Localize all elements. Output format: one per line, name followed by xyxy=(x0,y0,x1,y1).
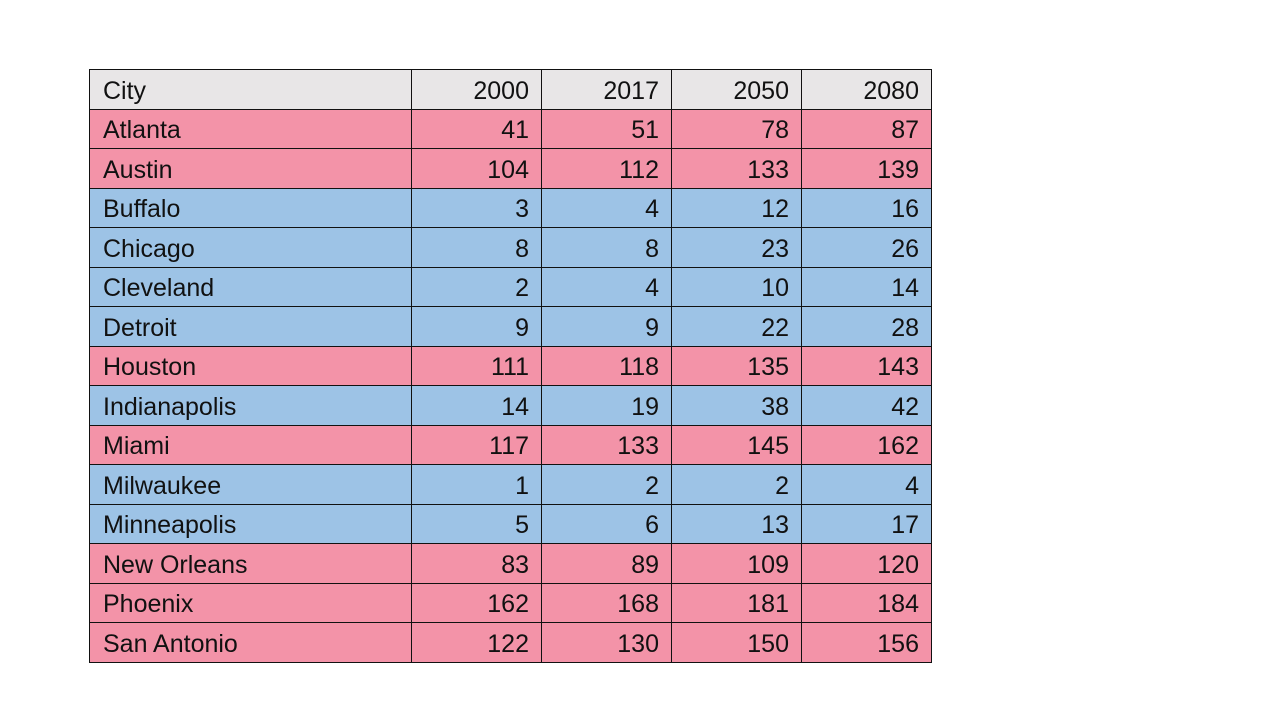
table-row: Detroit 9 9 22 28 xyxy=(89,306,932,347)
value-cell-2017: 130 xyxy=(541,622,672,663)
value-cell-2000: 111 xyxy=(411,345,542,386)
value-cell-2050: 133 xyxy=(671,148,802,189)
value-cell-2017: 118 xyxy=(541,345,672,386)
value-cell-2080: 143 xyxy=(801,345,932,386)
city-cell: Indianapolis xyxy=(89,385,412,426)
table-row: Houston 111 118 135 143 xyxy=(89,345,932,386)
value-cell-2050: 12 xyxy=(671,187,802,228)
value-cell-2000: 104 xyxy=(411,148,542,189)
table-row: San Antonio 122 130 150 156 xyxy=(89,622,932,663)
value-cell-2000: 8 xyxy=(411,227,542,268)
value-cell-2000: 14 xyxy=(411,385,542,426)
city-cell: San Antonio xyxy=(89,622,412,663)
header-row: City 2000 2017 2050 2080 xyxy=(89,69,932,110)
city-cell: Minneapolis xyxy=(89,503,412,544)
value-cell-2050: 135 xyxy=(671,345,802,386)
value-cell-2017: 89 xyxy=(541,543,672,584)
value-cell-2050: 78 xyxy=(671,108,802,149)
value-cell-2000: 1 xyxy=(411,464,542,505)
city-cell: Atlanta xyxy=(89,108,412,149)
city-cell: Miami xyxy=(89,424,412,465)
value-cell-2050: 10 xyxy=(671,266,802,307)
value-cell-2080: 120 xyxy=(801,543,932,584)
value-cell-2050: 38 xyxy=(671,385,802,426)
value-cell-2017: 6 xyxy=(541,503,672,544)
city-cell: Houston xyxy=(89,345,412,386)
value-cell-2017: 133 xyxy=(541,424,672,465)
header-2050: 2050 xyxy=(671,69,802,110)
value-cell-2017: 112 xyxy=(541,148,672,189)
value-cell-2050: 23 xyxy=(671,227,802,268)
value-cell-2050: 109 xyxy=(671,543,802,584)
value-cell-2080: 139 xyxy=(801,148,932,189)
table-row: New Orleans 83 89 109 120 xyxy=(89,543,932,584)
value-cell-2000: 83 xyxy=(411,543,542,584)
value-cell-2017: 9 xyxy=(541,306,672,347)
value-cell-2050: 150 xyxy=(671,622,802,663)
value-cell-2017: 4 xyxy=(541,266,672,307)
value-cell-2000: 162 xyxy=(411,582,542,623)
table-row: Indianapolis 14 19 38 42 xyxy=(89,385,932,426)
value-cell-2080: 42 xyxy=(801,385,932,426)
table-row: Austin 104 112 133 139 xyxy=(89,148,932,189)
city-cell: Phoenix xyxy=(89,582,412,623)
table-row: Milwaukee 1 2 2 4 xyxy=(89,464,932,505)
value-cell-2050: 181 xyxy=(671,582,802,623)
city-cell: Detroit xyxy=(89,306,412,347)
value-cell-2050: 13 xyxy=(671,503,802,544)
value-cell-2017: 8 xyxy=(541,227,672,268)
table-row: Atlanta 41 51 78 87 xyxy=(89,108,932,149)
table-row: Chicago 8 8 23 26 xyxy=(89,227,932,268)
city-cell: Chicago xyxy=(89,227,412,268)
value-cell-2000: 3 xyxy=(411,187,542,228)
value-cell-2050: 145 xyxy=(671,424,802,465)
value-cell-2080: 156 xyxy=(801,622,932,663)
header-2000: 2000 xyxy=(411,69,542,110)
city-data-table: City 2000 2017 2050 2080 Atlanta 41 51 78 87… xyxy=(89,69,932,663)
value-cell-2017: 168 xyxy=(541,582,672,623)
city-cell: Buffalo xyxy=(89,187,412,228)
value-cell-2000: 41 xyxy=(411,108,542,149)
value-cell-2050: 2 xyxy=(671,464,802,505)
value-cell-2080: 14 xyxy=(801,266,932,307)
value-cell-2000: 9 xyxy=(411,306,542,347)
table-row: Buffalo 3 4 12 16 xyxy=(89,187,932,228)
value-cell-2050: 22 xyxy=(671,306,802,347)
value-cell-2080: 26 xyxy=(801,227,932,268)
table-row: Miami 117 133 145 162 xyxy=(89,424,932,465)
header-city: City xyxy=(89,69,412,110)
value-cell-2080: 17 xyxy=(801,503,932,544)
value-cell-2080: 184 xyxy=(801,582,932,623)
value-cell-2017: 4 xyxy=(541,187,672,228)
city-cell: Cleveland xyxy=(89,266,412,307)
value-cell-2017: 2 xyxy=(541,464,672,505)
value-cell-2017: 19 xyxy=(541,385,672,426)
table-header: City 2000 2017 2050 2080 xyxy=(89,69,932,110)
value-cell-2000: 117 xyxy=(411,424,542,465)
value-cell-2080: 4 xyxy=(801,464,932,505)
value-cell-2080: 162 xyxy=(801,424,932,465)
value-cell-2080: 28 xyxy=(801,306,932,347)
header-2080: 2080 xyxy=(801,69,932,110)
city-cell: New Orleans xyxy=(89,543,412,584)
header-2017: 2017 xyxy=(541,69,672,110)
value-cell-2080: 87 xyxy=(801,108,932,149)
city-cell: Austin xyxy=(89,148,412,189)
city-cell: Milwaukee xyxy=(89,464,412,505)
table-row: Minneapolis 5 6 13 17 xyxy=(89,503,932,544)
value-cell-2000: 122 xyxy=(411,622,542,663)
value-cell-2080: 16 xyxy=(801,187,932,228)
value-cell-2017: 51 xyxy=(541,108,672,149)
value-cell-2000: 2 xyxy=(411,266,542,307)
value-cell-2000: 5 xyxy=(411,503,542,544)
table-body: Atlanta 41 51 78 87 Austin 104 112 133 139 Buffalo… xyxy=(89,108,932,663)
table-row: Phoenix 162 168 181 184 xyxy=(89,582,932,623)
table-row: Cleveland 2 4 10 14 xyxy=(89,266,932,307)
